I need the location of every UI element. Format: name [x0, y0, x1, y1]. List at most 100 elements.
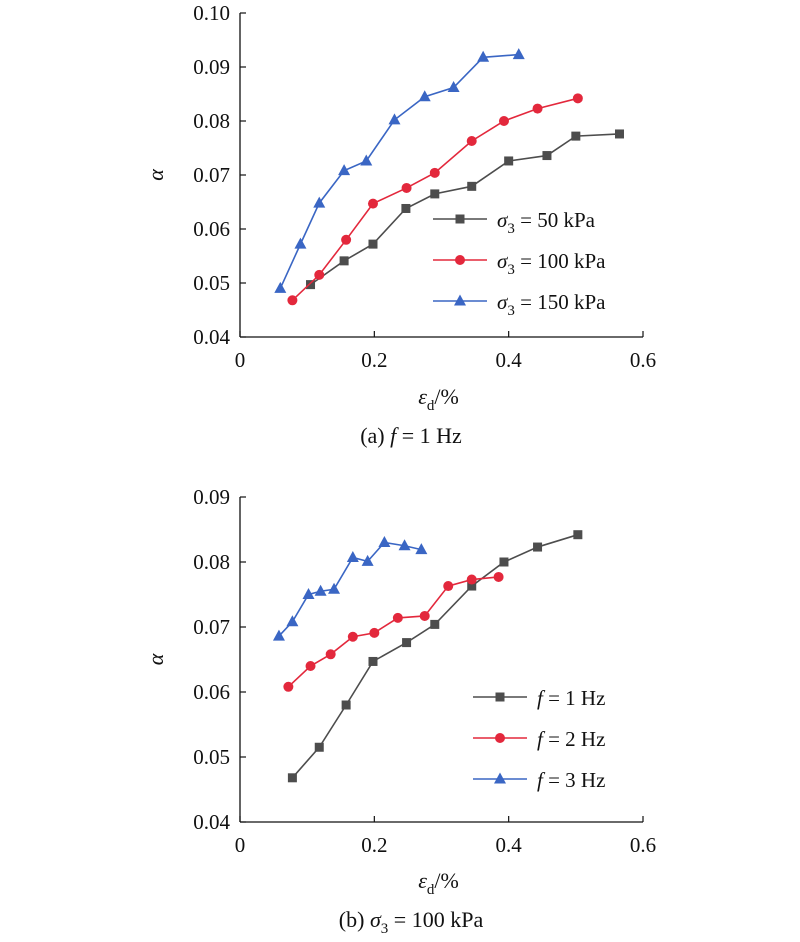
legend-label: f = 3 Hz [537, 768, 605, 792]
y-tick-label: 0.06 [193, 217, 230, 241]
y-tick-label: 0.08 [193, 109, 230, 133]
x-tick-label: 0 [235, 348, 246, 372]
data-point [430, 619, 440, 629]
data-point [392, 612, 403, 623]
y-tick-label: 0.04 [193, 810, 230, 834]
caption-rest: = 100 kPa [388, 907, 483, 932]
series-line [310, 133, 620, 286]
x-axis-label-var: ε [418, 384, 427, 409]
data-point [532, 103, 543, 114]
y-tick-label: 0.10 [193, 1, 230, 25]
legend-label-sub: 3 [507, 221, 515, 237]
legend-label-rest: = 2 Hz [543, 727, 606, 751]
data-point [313, 196, 326, 208]
data-point [314, 742, 324, 752]
legend-label: σ3 = 50 kPa [497, 208, 596, 237]
data-point [466, 135, 477, 146]
data-point [388, 113, 401, 125]
figure-caption: (a) f = 1 Hz [360, 423, 462, 448]
legend-label-var: f [537, 686, 546, 710]
data-point [328, 582, 341, 594]
y-axis-label: α [143, 653, 168, 665]
legend-label-var: σ [497, 249, 509, 273]
legend-label: σ3 = 100 kPa [497, 249, 606, 278]
y-tick-label: 0.07 [193, 163, 230, 187]
data-point [499, 557, 509, 567]
series-3 [274, 48, 525, 293]
data-point [369, 627, 380, 638]
y-tick-label: 0.05 [193, 271, 230, 295]
data-point [314, 269, 325, 280]
y-tick-label: 0.09 [193, 485, 230, 509]
legend-label-rest: = 1 Hz [543, 686, 606, 710]
data-point [325, 649, 336, 660]
legend-marker [495, 733, 505, 743]
legend-marker [454, 294, 466, 306]
caption-sub: 3 [381, 921, 389, 937]
data-point [367, 198, 378, 209]
legend-label: f = 1 Hz [537, 686, 605, 710]
data-point [361, 554, 374, 566]
caption-rest: = 1 Hz [396, 423, 462, 448]
data-point [341, 700, 351, 710]
series-line [291, 533, 579, 779]
x-axis-label: εd/% [418, 868, 459, 898]
series-2 [283, 571, 504, 692]
data-point [287, 295, 298, 306]
data-point [429, 167, 440, 178]
data-point [573, 530, 583, 540]
legend-marker [494, 772, 506, 784]
data-point [314, 584, 327, 596]
data-point [368, 656, 378, 666]
legend-label-rest: = 3 Hz [543, 768, 606, 792]
legend-marker [455, 214, 465, 224]
data-point [493, 571, 504, 582]
legend-label: σ3 = 150 kPa [497, 290, 606, 319]
data-point [477, 50, 490, 62]
data-point [504, 156, 514, 166]
legend-item: σ3 = 50 kPa [433, 208, 596, 237]
legend-item: σ3 = 100 kPa [433, 249, 606, 278]
caption-var: f [390, 423, 399, 448]
data-point [368, 239, 378, 249]
x-tick-label: 0.2 [361, 348, 387, 372]
series-line [278, 541, 422, 637]
caption-prefix: (a) [360, 423, 390, 448]
legend-label-sub: 3 [507, 262, 515, 278]
legend-item: σ3 = 150 kPa [433, 290, 606, 319]
legend-item: f = 1 Hz [473, 686, 605, 710]
data-point [306, 280, 316, 290]
series-line [287, 576, 499, 688]
data-point [402, 638, 412, 648]
data-point [346, 550, 359, 562]
x-axis-label: εd/% [418, 384, 459, 414]
figure-caption: (b) σ3 = 100 kPa [339, 907, 484, 937]
data-point [401, 203, 411, 213]
legend-label-var: f [537, 727, 546, 751]
x-axis-label-sub: d [427, 882, 435, 898]
x-axis-label-rest: /% [434, 384, 458, 409]
data-point [347, 631, 358, 642]
data-point [401, 182, 412, 193]
legend-label-sub: 3 [507, 303, 515, 319]
x-tick-label: 0.6 [630, 833, 656, 857]
legend-item: f = 2 Hz [473, 727, 605, 751]
series-1 [287, 530, 583, 783]
x-tick-label: 0.6 [630, 348, 656, 372]
y-tick-label: 0.08 [193, 550, 230, 574]
caption-prefix: (b) [339, 907, 370, 932]
y-axis-label: α [143, 169, 168, 181]
data-point [305, 661, 316, 671]
y-tick-label: 0.05 [193, 745, 230, 769]
data-point [467, 581, 477, 591]
data-point [339, 256, 349, 266]
data-point [498, 116, 509, 126]
data-point [341, 234, 352, 245]
legend-label-var: σ [497, 208, 509, 232]
data-point [571, 131, 581, 141]
series-line [279, 53, 519, 289]
data-point [294, 237, 307, 249]
data-point [283, 681, 294, 692]
legend-marker [495, 692, 505, 702]
legend-label-var: f [537, 768, 546, 792]
